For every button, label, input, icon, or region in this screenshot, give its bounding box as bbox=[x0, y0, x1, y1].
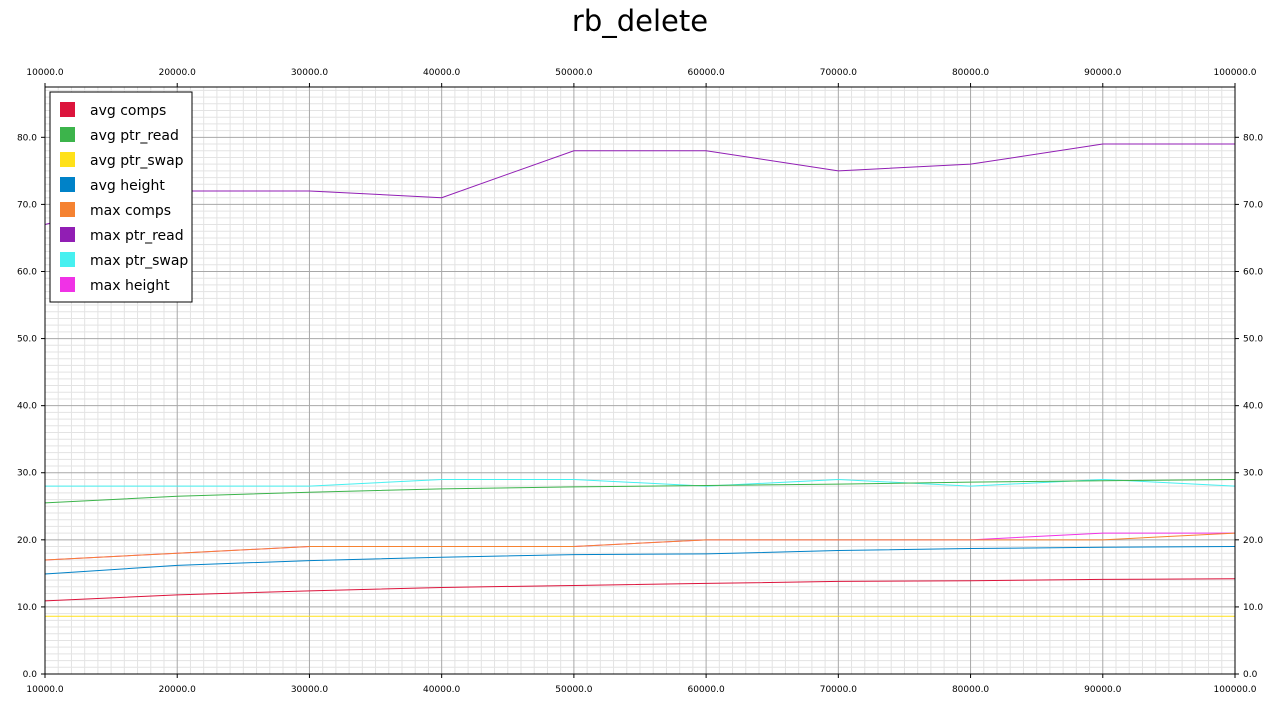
x-tick-label-top: 10000.0 bbox=[26, 68, 63, 78]
legend-label-avg-height: avg height bbox=[90, 178, 165, 194]
x-tick-label-bottom: 100000.0 bbox=[1214, 685, 1257, 695]
x-tick-label-top: 90000.0 bbox=[1084, 68, 1121, 78]
y-tick-label-right: 40.0 bbox=[1243, 402, 1263, 412]
y-tick-label-right: 10.0 bbox=[1243, 603, 1263, 613]
legend-swatch-max-ptr-swap bbox=[60, 252, 75, 267]
legend-label-max-comps: max comps bbox=[90, 203, 171, 219]
series-line-max-comps bbox=[44, 532, 1236, 561]
legend-label-avg-comps: avg comps bbox=[90, 103, 166, 119]
y-tick-label-left: 30.0 bbox=[17, 469, 37, 479]
legend-swatch-avg-comps bbox=[60, 102, 75, 117]
x-tick-label-top: 70000.0 bbox=[820, 68, 857, 78]
y-tick-label-right: 30.0 bbox=[1243, 469, 1263, 479]
series-line-max-ptr-swap bbox=[45, 478, 1236, 487]
legend-label-avg-ptr-read: avg ptr_read bbox=[90, 128, 179, 144]
legend-swatch-max-ptr-read bbox=[60, 227, 75, 242]
series-line-avg-height bbox=[44, 546, 1236, 575]
x-tick-label-bottom: 10000.0 bbox=[26, 685, 63, 695]
legend-label-max-ptr-swap: max ptr_swap bbox=[90, 253, 188, 269]
x-tick-label-bottom: 20000.0 bbox=[159, 685, 196, 695]
x-tick-label-bottom: 50000.0 bbox=[555, 685, 592, 695]
x-tick-label-bottom: 30000.0 bbox=[291, 685, 328, 695]
x-tick-label-bottom: 40000.0 bbox=[423, 685, 460, 695]
x-tick-label-top: 50000.0 bbox=[555, 68, 592, 78]
y-tick-label-left: 0.0 bbox=[23, 670, 38, 680]
legend-box bbox=[49, 91, 193, 303]
x-tick-label-top: 30000.0 bbox=[291, 68, 328, 78]
x-tick-label-top: 40000.0 bbox=[423, 68, 460, 78]
y-tick-label-left: 10.0 bbox=[17, 603, 37, 613]
legend-swatch-avg-height bbox=[60, 177, 75, 192]
y-tick-label-left: 50.0 bbox=[17, 335, 37, 345]
x-tick-label-top: 60000.0 bbox=[688, 68, 725, 78]
x-tick-label-top: 100000.0 bbox=[1214, 68, 1257, 78]
y-tick-label-right: 0.0 bbox=[1243, 670, 1258, 680]
legend-label-max-ptr-read: max ptr_read bbox=[90, 228, 184, 244]
series-line-avg-comps bbox=[44, 578, 1236, 602]
x-tick-label-bottom: 90000.0 bbox=[1084, 685, 1121, 695]
legend-swatch-avg-ptr-read bbox=[60, 127, 75, 142]
plot-frame bbox=[44, 86, 1236, 675]
legend-swatch-max-comps bbox=[60, 202, 75, 217]
chart-title: rb_delete bbox=[571, 4, 709, 38]
x-tick-label-top: 20000.0 bbox=[159, 68, 196, 78]
y-tick-label-right: 60.0 bbox=[1243, 267, 1263, 277]
legend-label-avg-ptr-swap: avg ptr_swap bbox=[90, 153, 184, 169]
series-line-avg-ptr-read bbox=[44, 478, 1236, 504]
y-tick-label-right: 80.0 bbox=[1243, 133, 1263, 143]
x-tick-label-bottom: 60000.0 bbox=[688, 685, 725, 695]
x-tick-label-bottom: 80000.0 bbox=[952, 685, 989, 695]
legend-swatch-max-height bbox=[60, 277, 75, 292]
y-tick-label-left: 40.0 bbox=[17, 402, 37, 412]
y-tick-label-left: 20.0 bbox=[17, 536, 37, 546]
legend-swatch-avg-ptr-swap bbox=[60, 152, 75, 167]
axis-ticks bbox=[41, 83, 1239, 678]
y-tick-label-right: 20.0 bbox=[1243, 536, 1263, 546]
y-tick-label-right: 50.0 bbox=[1243, 335, 1263, 345]
legend-label-max-height: max height bbox=[90, 278, 170, 294]
series-lines bbox=[44, 143, 1236, 617]
minor-grid bbox=[45, 87, 1235, 674]
y-tick-label-right: 70.0 bbox=[1243, 200, 1263, 210]
y-tick-label-left: 80.0 bbox=[17, 133, 37, 143]
y-tick-label-left: 60.0 bbox=[17, 267, 37, 277]
x-tick-label-top: 80000.0 bbox=[952, 68, 989, 78]
axis-tick-labels: 10000.0 10000.0 20000.0 20000.0 30000.0 30000… bbox=[17, 68, 1263, 695]
x-tick-label-bottom: 70000.0 bbox=[820, 685, 857, 695]
y-tick-label-left: 70.0 bbox=[17, 200, 37, 210]
series-line-max-ptr-read bbox=[44, 143, 1235, 226]
